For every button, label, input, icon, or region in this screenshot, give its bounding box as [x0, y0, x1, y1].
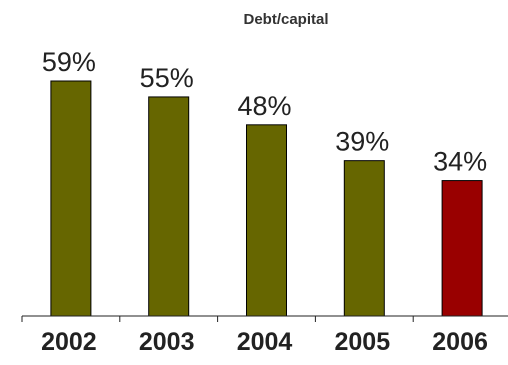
bar-2002 [50, 80, 92, 317]
data-label-2005: 39% [335, 127, 389, 157]
x-tick-label-2006: 2006 [432, 328, 488, 356]
bar-2005 [343, 160, 385, 317]
x-tick-label-2003: 2003 [139, 328, 195, 356]
x-tick-label-2002: 2002 [41, 328, 97, 356]
bar-2003 [148, 96, 190, 317]
bar-2006 [441, 180, 483, 317]
bar-2004 [246, 124, 287, 317]
data-label-2004: 48% [237, 91, 291, 121]
data-label-2003: 55% [140, 63, 194, 93]
x-tick-label-2004: 2004 [237, 328, 293, 356]
chart-title: Debt/capital [243, 11, 328, 28]
data-label-2002: 59% [42, 47, 96, 77]
bars-layer [50, 80, 483, 317]
x-axis-ticks-layer: 2002 2003 2004 2005 2006 [21, 316, 488, 356]
data-labels-layer: 59% 55% 48% 39% 34% [42, 47, 487, 177]
x-tick-label-2005: 2005 [334, 328, 390, 356]
data-label-2006: 34% [433, 147, 487, 177]
